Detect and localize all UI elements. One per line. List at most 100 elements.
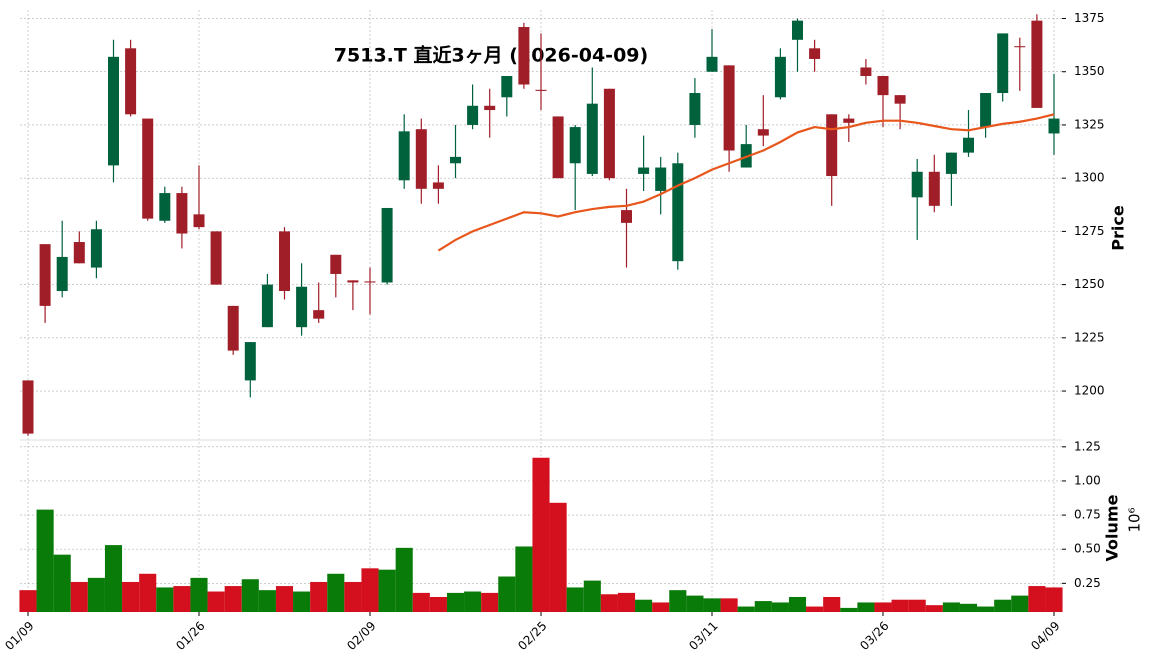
- volume-bar: [104, 545, 123, 612]
- candle-body: [381, 207, 393, 283]
- candle-body: [792, 20, 803, 40]
- volume-bar: [481, 592, 499, 612]
- volume-bar: [53, 554, 71, 612]
- candle-body: [638, 167, 650, 174]
- x-tick-label: 02/09: [344, 619, 378, 653]
- candle-body: [945, 152, 957, 174]
- volume-bar: [669, 590, 687, 612]
- volume-offset-label: 10⁶: [1126, 507, 1144, 532]
- volume-axis-label: Volume: [1103, 494, 1122, 561]
- candle-body: [125, 48, 137, 115]
- y-axis-label: Price: [1109, 205, 1128, 251]
- candle-body: [552, 116, 564, 179]
- candle-body: [860, 67, 872, 76]
- volume-bar: [908, 599, 926, 612]
- volume-bar: [275, 586, 294, 612]
- volume-tick-label: 0.75: [1074, 508, 1101, 522]
- y-tick-label: 1225: [1074, 330, 1105, 344]
- x-tick-label: 04/09: [1028, 619, 1062, 653]
- x-tick-label: 03/11: [686, 619, 720, 653]
- volume-bar: [994, 599, 1012, 612]
- volume-bar: [823, 596, 841, 612]
- candle-body: [706, 56, 718, 72]
- volume-bar: [959, 603, 978, 612]
- volume-bar: [806, 606, 824, 612]
- volume-bar: [378, 569, 396, 612]
- volume-bar: [942, 602, 960, 612]
- candle-body: [364, 281, 376, 283]
- volume-bar: [874, 602, 892, 612]
- y-tick-label: 1275: [1074, 224, 1105, 238]
- volume-bar: [310, 581, 328, 612]
- volume-bar: [788, 596, 807, 612]
- y-tick-label: 1375: [1074, 11, 1105, 25]
- candle-body: [193, 214, 205, 228]
- volume-bar: [771, 602, 789, 612]
- volume-tick-label: 1.00: [1074, 473, 1101, 487]
- x-tick-label: 01/09: [2, 619, 36, 653]
- volume-bar: [686, 595, 704, 612]
- candle-body: [774, 56, 786, 98]
- candle-body: [142, 118, 154, 219]
- candle-body: [603, 88, 615, 179]
- candle-body: [279, 231, 290, 291]
- volume-bar: [258, 590, 276, 612]
- volume-bar: [754, 601, 772, 612]
- candle-body: [586, 103, 598, 174]
- candle-body: [518, 27, 530, 85]
- candle-body: [450, 156, 461, 164]
- candle-body: [655, 167, 667, 191]
- volume-bar: [344, 581, 362, 612]
- volume-bar: [737, 606, 755, 612]
- candle-body: [296, 286, 308, 328]
- candle-body: [928, 171, 940, 206]
- volume-bar: [498, 576, 516, 612]
- x-tick-label: 02/25: [515, 619, 549, 653]
- candle-body: [757, 129, 769, 136]
- volume-bar: [1028, 586, 1046, 612]
- y-tick-label: 1300: [1074, 171, 1105, 185]
- volume-bar: [19, 590, 37, 612]
- candle-body: [535, 89, 547, 91]
- volume-bar: [293, 591, 311, 612]
- candle-body: [432, 182, 444, 189]
- candle-body: [1014, 46, 1026, 48]
- volume-bar: [361, 568, 379, 612]
- y-tick-label: 1200: [1074, 384, 1105, 398]
- volume-bar: [122, 581, 140, 612]
- candle-body: [22, 380, 34, 434]
- volume-bar: [241, 579, 259, 612]
- candle-body: [467, 105, 479, 125]
- candle-body: [415, 129, 427, 189]
- volume-bar: [156, 587, 174, 612]
- volume-bar: [566, 587, 584, 612]
- candle-body: [398, 131, 410, 181]
- candle-body: [569, 127, 581, 164]
- candle-body: [108, 56, 119, 166]
- moving-average-line: [437, 113, 1055, 252]
- candle-body: [73, 242, 85, 264]
- candle-body: [39, 244, 51, 306]
- candle-body: [980, 93, 992, 128]
- volume-tick-label: 0.25: [1074, 576, 1101, 590]
- chart-title: 7513.T 直近3ヶ月 (2026-04-09): [334, 44, 648, 67]
- volume-bar: [532, 457, 550, 612]
- candle-body: [244, 342, 256, 381]
- volume-bar: [446, 592, 465, 612]
- volume-bar: [224, 586, 242, 612]
- candle-body: [877, 75, 889, 96]
- candle-body: [1031, 20, 1043, 108]
- candle-body: [313, 310, 325, 319]
- y-tick-label: 1250: [1074, 277, 1105, 291]
- candle-body: [689, 93, 701, 125]
- volume-bar: [207, 591, 225, 612]
- volume-bar: [977, 606, 995, 612]
- x-tick-label: 01/26: [173, 619, 207, 653]
- candle-body: [809, 48, 821, 59]
- candle-body: [963, 137, 974, 153]
- volume-bar: [925, 605, 943, 612]
- volume-bar: [515, 546, 533, 612]
- volume-bar: [549, 502, 567, 612]
- volume-bar: [583, 580, 601, 612]
